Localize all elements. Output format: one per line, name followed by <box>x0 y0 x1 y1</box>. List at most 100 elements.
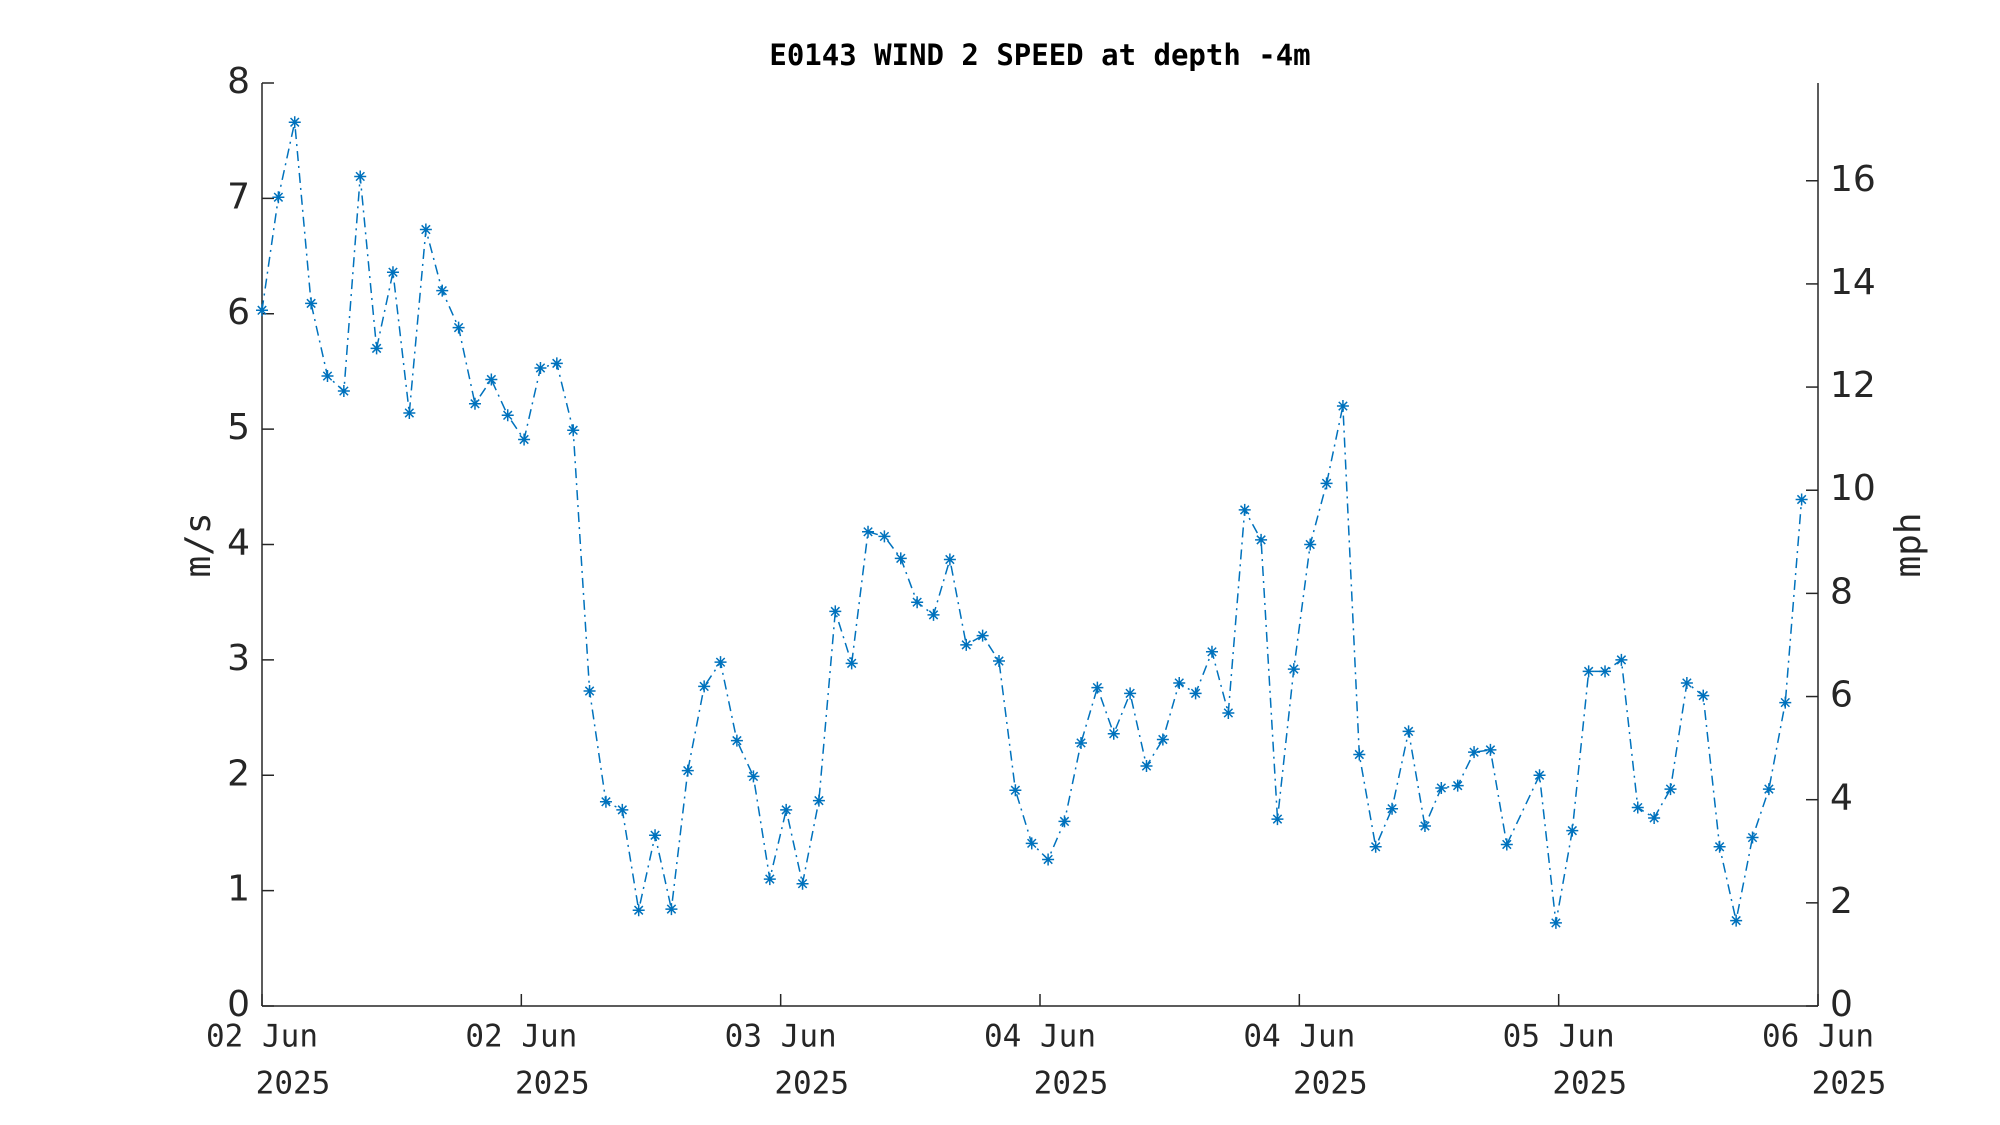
data-point <box>501 409 514 422</box>
data-point <box>1795 493 1808 506</box>
x-tick-label: 04 Jun <box>984 1019 1096 1055</box>
data-point <box>1304 538 1317 551</box>
y-tick-label: 7 <box>227 176 250 217</box>
data-point <box>305 297 318 310</box>
data-point <box>518 433 531 446</box>
data-point <box>812 794 825 807</box>
data-point <box>1664 783 1677 796</box>
y2-tick-label: 2 <box>1830 881 1853 922</box>
x-tick-label: 06 Jun <box>1762 1019 1874 1055</box>
data-point <box>1533 769 1546 782</box>
data-point <box>452 321 465 334</box>
data-point <box>1107 727 1120 740</box>
data-point <box>1599 665 1612 678</box>
data-point <box>288 116 301 129</box>
chart-title: E0143 WIND 2 SPEED at depth -4m <box>769 38 1310 72</box>
data-point <box>649 829 662 842</box>
y2-tick-label: 14 <box>1830 262 1876 303</box>
data-point <box>1369 840 1382 853</box>
y-tick-label: 1 <box>227 869 250 910</box>
x-tick-label: 04 Jun <box>1243 1019 1355 1055</box>
data-point <box>1222 706 1235 719</box>
line <box>261 122 1803 924</box>
y2-tick-label: 6 <box>1830 675 1853 716</box>
data-point <box>1287 663 1300 676</box>
data-point <box>256 304 268 317</box>
data-point <box>665 903 678 916</box>
data-point <box>1697 689 1710 702</box>
data-point <box>1418 820 1431 833</box>
data-point <box>468 397 481 410</box>
data-point <box>796 877 809 890</box>
data-point <box>436 284 449 297</box>
data-point <box>714 656 727 669</box>
x-tick-label: 2025 <box>1034 1066 1109 1102</box>
data-point <box>321 370 334 383</box>
data-point <box>911 596 924 609</box>
data-point <box>1189 687 1202 700</box>
data-point <box>730 734 743 747</box>
y-tick-label: 3 <box>227 638 250 679</box>
y2-tick-label: 4 <box>1830 778 1853 819</box>
x-tick-label: 03 Jun <box>725 1019 837 1055</box>
y2-tick-label: 0 <box>1830 984 1853 1025</box>
x-tick-label: 02 Jun <box>465 1019 577 1055</box>
data-point <box>878 530 891 543</box>
data-point <box>862 525 875 538</box>
data-point <box>1025 837 1038 850</box>
data-point <box>567 424 580 437</box>
x-tick-label: 2025 <box>515 1066 590 1102</box>
data-point <box>960 638 973 651</box>
data-point <box>1549 916 1562 929</box>
data-point <box>1631 801 1644 814</box>
data-point <box>763 873 776 886</box>
data-point <box>1730 914 1743 927</box>
data-point <box>1238 503 1251 516</box>
data-point <box>485 373 498 386</box>
x-tick-label: 05 Jun <box>1503 1019 1615 1055</box>
data-point <box>616 803 629 816</box>
data-point <box>583 685 596 698</box>
data-point <box>1075 736 1088 749</box>
data-point <box>1386 802 1399 815</box>
y-tick-label: 0 <box>227 984 250 1025</box>
data-point <box>370 342 383 355</box>
y2-tick-label: 16 <box>1830 159 1876 200</box>
data-point <box>1402 725 1415 738</box>
data-point <box>780 803 793 816</box>
data-point <box>632 904 645 917</box>
data-point <box>1468 746 1481 759</box>
y-axis-label: m/s <box>178 512 219 577</box>
data-point <box>927 608 940 621</box>
data-point <box>403 406 416 419</box>
data-point <box>1680 676 1693 689</box>
data-point <box>1271 813 1284 826</box>
data-point <box>272 191 285 204</box>
y-tick-label: 5 <box>227 407 250 448</box>
y-tick-label: 6 <box>227 292 250 333</box>
data-point <box>976 629 989 642</box>
data-point <box>1042 853 1055 866</box>
y2-axis-label: mph <box>1888 512 1929 577</box>
x-tick-label: 2025 <box>1812 1066 1887 1102</box>
y2-tick-label: 8 <box>1830 571 1853 612</box>
data-point <box>1205 645 1218 658</box>
data-point <box>1451 779 1464 792</box>
data-point <box>1762 783 1775 796</box>
data-point <box>1566 824 1579 837</box>
data-point <box>747 770 760 783</box>
x-tick-label: 2025 <box>1293 1066 1368 1102</box>
x-tick-label: 2025 <box>1552 1066 1627 1102</box>
data-point <box>1615 653 1628 666</box>
data-point <box>1173 676 1186 689</box>
data-point <box>354 170 367 183</box>
data-point <box>1255 533 1268 546</box>
data-point <box>1779 696 1792 709</box>
data-point <box>1140 760 1153 773</box>
data-point <box>1648 811 1661 824</box>
data-point <box>1353 748 1366 761</box>
y-tick-label: 2 <box>227 753 250 794</box>
data-point <box>1320 477 1333 490</box>
data-point <box>419 223 432 236</box>
